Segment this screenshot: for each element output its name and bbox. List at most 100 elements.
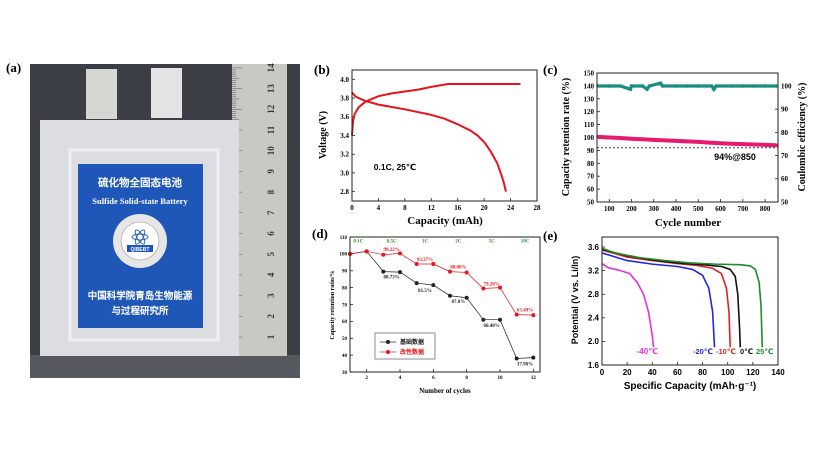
data-point — [696, 84, 701, 88]
data-point — [663, 138, 667, 143]
data-label: 79.28% — [484, 282, 500, 287]
y-tick-label: 3.0 — [340, 169, 349, 177]
rate-label: 2C — [455, 240, 462, 245]
x-tick-label: 100 — [721, 368, 735, 377]
data-point — [628, 87, 633, 92]
x-tick-label: 100 — [604, 205, 615, 213]
y2-tick-label: 90 — [781, 106, 789, 114]
ruler-number: 12 — [266, 104, 276, 114]
y-tick-label: 120 — [584, 108, 595, 116]
y-tick-label: 90 — [342, 270, 348, 275]
series-discharge — [351, 91, 507, 192]
data-point — [685, 84, 689, 88]
data-point — [431, 283, 436, 288]
data-point — [645, 87, 649, 92]
ruler-number: 2 — [266, 314, 276, 319]
y-tick-label: 50 — [587, 198, 595, 206]
data-label: 60.48% — [484, 324, 500, 329]
y-tick-label: 30 — [342, 371, 348, 376]
y-tick-label: 40 — [342, 354, 348, 359]
y-tick-label: 3.2 — [588, 266, 600, 275]
data-point — [660, 84, 665, 88]
data-point — [763, 143, 767, 147]
x-axis-title: Cycle number — [655, 217, 721, 229]
x-axis-title: Specific Capacity (mAh·g⁻¹) — [624, 381, 757, 392]
x-tick-label: 10 — [498, 376, 504, 381]
ruler-number: 10 — [266, 146, 276, 156]
data-point — [696, 140, 701, 144]
data-point — [481, 286, 486, 291]
legend-box — [374, 332, 436, 360]
ruler — [232, 64, 287, 356]
x-tick-label: 700 — [738, 205, 749, 213]
data-point — [514, 356, 519, 361]
pouch-seal — [68, 148, 220, 342]
panel-label-c: (c) — [543, 62, 557, 77]
legend-marker — [386, 350, 390, 354]
data-point — [481, 317, 486, 322]
y2-axis-title: Coulombic efficiency (%) — [797, 83, 808, 192]
y-tick-label: 100 — [340, 253, 348, 258]
y-tick-label: 110 — [340, 236, 348, 241]
plot-frame — [349, 236, 541, 373]
data-point — [364, 249, 369, 254]
data-point — [674, 84, 678, 88]
ruler-number: 5 — [266, 251, 276, 256]
data-point — [414, 281, 419, 286]
x-tick-label: 120 — [746, 368, 760, 377]
annotation-94-at-850: 94%@850 — [714, 152, 756, 162]
data-label: 63.49% — [517, 309, 533, 314]
plot-frame — [596, 72, 779, 203]
data-point — [741, 84, 745, 88]
x-tick-label: 12 — [428, 204, 436, 212]
rate-label: 0.5C — [387, 240, 397, 245]
data-label: 93.37% — [417, 258, 433, 263]
data-point — [712, 87, 716, 92]
ruler-number: 14 — [266, 63, 276, 73]
data-point — [531, 313, 536, 318]
x-tick-label: 28 — [534, 204, 542, 212]
series-label: 25℃ — [756, 347, 773, 356]
data-point — [448, 293, 452, 298]
x-tick-label: 8 — [465, 376, 468, 381]
x-tick-label: 140 — [771, 368, 785, 377]
rate-label: 10C — [521, 240, 530, 245]
series-curve-1 — [601, 252, 716, 348]
x-tick-label: 60 — [673, 368, 682, 377]
data-label: 81.5% — [418, 289, 432, 294]
data-point — [618, 84, 623, 88]
data-point — [729, 84, 734, 88]
x-tick-label: 2 — [365, 376, 368, 381]
data-point — [381, 269, 386, 274]
data-label: 87.0% — [451, 300, 465, 305]
ruler-number: 6 — [266, 231, 276, 236]
ruler-number: 7 — [266, 210, 276, 215]
data-point — [514, 312, 519, 317]
data-point — [651, 138, 656, 142]
data-point — [674, 139, 678, 143]
y-tick-label: 70 — [587, 173, 595, 181]
y-tick-label: 150 — [584, 69, 595, 77]
series-curve-0 — [601, 262, 655, 348]
legend-label: 基础数据 — [399, 338, 424, 346]
y2-tick-label: 60 — [781, 175, 789, 183]
y-tick-label: 2.0 — [588, 337, 600, 346]
series-label: -10℃ — [716, 347, 736, 356]
panel-label-a: (a) — [6, 60, 21, 75]
data-point — [640, 84, 645, 88]
y-tick-label: 4.0 — [340, 76, 349, 84]
label-en-title: Sulfide Solid-state Battery — [92, 196, 188, 206]
chart-panel-d: 2 4 6 8 10 12 30 40 50 60 70 80 90 100 110 Number of cy… — [330, 236, 541, 395]
y-axis-title: Voltage (V) — [318, 111, 329, 159]
panel-label-d: (d) — [312, 226, 328, 241]
data-label: 88.73% — [384, 276, 400, 281]
y-tick-label: 3.8 — [340, 95, 349, 103]
data-point — [531, 355, 536, 360]
series-charge — [351, 83, 521, 136]
x-tick-label: 12 — [531, 376, 537, 381]
label-cn-line1: 中国科学院青岛生物能源 — [88, 290, 193, 302]
y-tick-label: 90 — [587, 147, 595, 155]
series-line-0 — [349, 250, 534, 359]
